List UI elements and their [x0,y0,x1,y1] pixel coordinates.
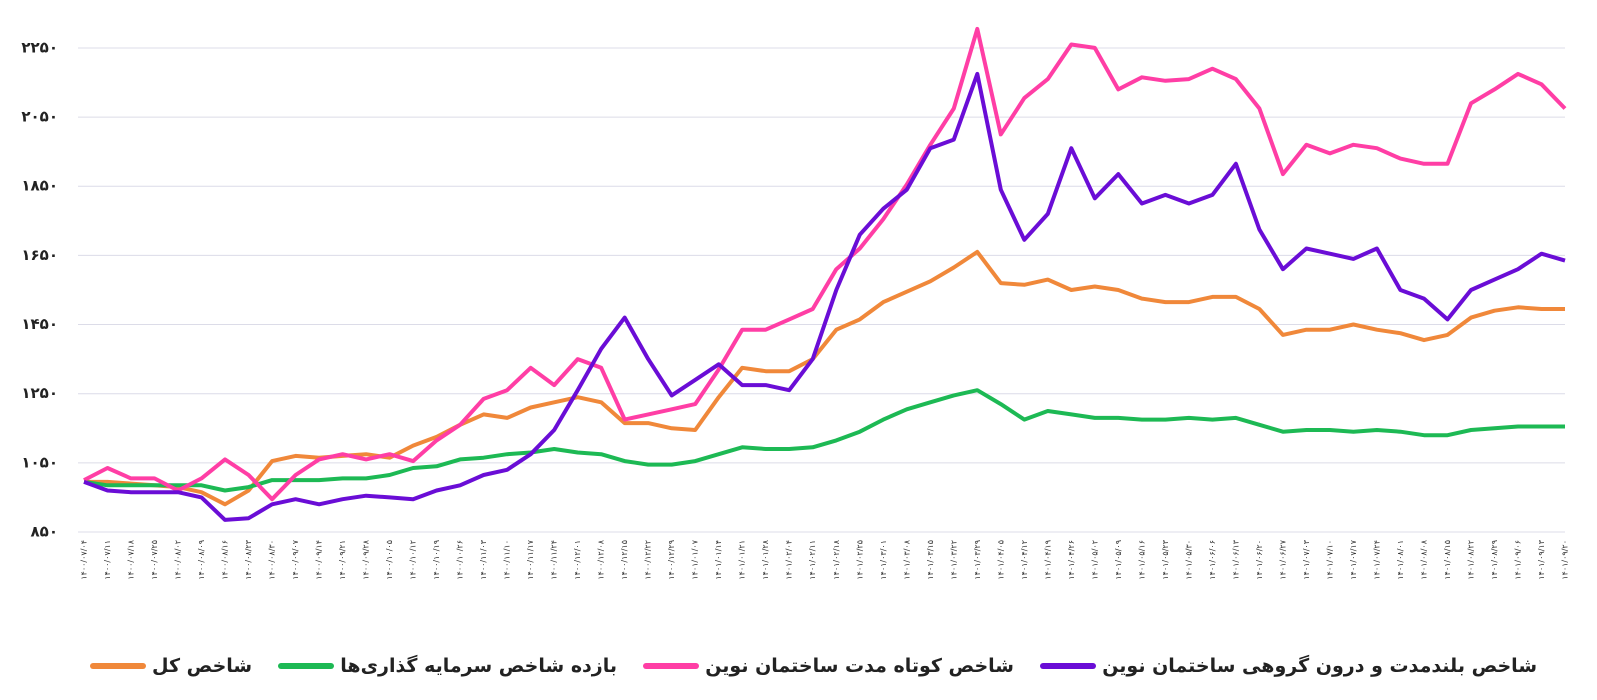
x-tick-label: ۱۴۰۱/۰۹/۰۶ [1513,540,1522,580]
x-tick-label: ۱۴۰۱/۰۹/۱۳ [1537,539,1546,579]
legend-label: شاخص بلندمدت و درون گروهی ساختمان نوین [1102,655,1537,677]
x-tick-label: ۱۴۰۰/۱۰/۲۶ [456,540,465,580]
x-tick-label: ۱۴۰۱/۰۷/۲۴ [1372,540,1381,580]
x-tick-label: ۱۴۰۰/۰۹/۲۱ [338,540,347,580]
x-tick-label: ۱۴۰۰/۱۱/۲۴ [550,540,559,580]
x-tick-label: ۱۴۰۰/۱۲/۱۵ [620,540,629,580]
x-tick-label: ۱۴۰۱/۰۴/۰۵ [996,540,1005,580]
x-tick-label: ۱۴۰۱/۰۷/۱۷ [1349,539,1358,579]
x-tick-label: ۱۴۰۱/۰۶/۲۷ [1278,539,1287,579]
x-tick-label: ۱۴۰۱/۰۵/۳۰ [1184,540,1193,580]
x-tick-label: ۱۴۰۰/۰۹/۱۴ [315,540,324,580]
x-tick-label: ۱۴۰۰/۱۱/۱۷ [526,539,535,579]
x-tick-label: ۱۴۰۱/۰۴/۲۶ [1067,540,1076,580]
legend-item: شاخص کوتاه مدت ساختمان نوین [643,655,1014,677]
x-tick-label: ۱۴۰۱/۰۱/۲۸ [761,539,770,579]
chart: ۸۵۰ ۱۰۵۰ ۱۲۵۰ ۱۴۵۰ ۱۶۵۰ ۱۸۵۰ ۲۰۵۰ ۲۲۵۰ ۱۴۰۰/۰۷/۰… [21,26,1570,580]
legend-swatch [90,663,147,669]
x-tick-label: ۱۴۰۱/۰۶/۱۳ [1231,539,1240,579]
x-tick-label: ۱۴۰۰/۱۰/۱۲ [409,540,418,580]
x-tick-label: ۱۴۰۱/۰۵/۲۳ [1161,539,1170,579]
x-tick-label: ۱۴۰۰/۱۰/۰۵ [385,540,394,580]
x-tick-label: ۱۴۰۰/۱۲/۰۱ [573,540,582,580]
x-tick-label: ۱۴۰۱/۰۷/۱۰ [1325,540,1334,580]
x-tick-label: ۱۴۰۱/۰۸/۱۵ [1443,540,1452,580]
x-tick-label: ۱۴۰۰/۰۷/۱۱ [103,540,112,580]
x-tick-label: ۱۴۰۱/۰۳/۰۸ [902,539,911,579]
x-tick-label: ۱۴۰۱/۰۸/۲۹ [1490,540,1499,580]
legend-item: بازده شاخص سرمایه گذاری‌ها [278,655,617,677]
legend-swatch [1040,663,1097,669]
x-tick-label: ۱۴۰۱/۰۲/۲۵ [855,540,864,580]
series-line [83,26,1567,502]
x-tick-label: ۱۴۰۱/۰۵/۰۹ [1114,540,1123,580]
x-tick-label: ۱۴۰۰/۰۸/۱۶ [221,540,230,580]
x-tick-label: ۱۴۰۱/۰۸/۲۲ [1466,540,1475,580]
legend-label: بازده شاخص سرمایه گذاری‌ها [340,655,617,677]
legend-item: شاخص کل [90,655,252,677]
x-tick-label: ۱۴۰۱/۰۲/۱۸ [832,539,841,579]
y-tick-label: ۱۲۵۰ [21,384,58,402]
x-tick-label: ۱۴۰۰/۰۷/۰۴ [80,540,89,580]
x-tick-label: ۱۴۰۰/۰۸/۰۹ [197,540,206,580]
legend-label: شاخص کوتاه مدت ساختمان نوین [705,655,1014,677]
x-tick-label: ۱۴۰۰/۱۱/۱۰ [503,540,512,580]
x-tick-label: ۱۴۰۱/۰۵/۱۶ [1137,540,1146,580]
y-tick-label: ۲۲۵۰ [21,38,58,56]
x-tick-label: ۱۴۰۰/۱۱/۰۳ [479,539,488,579]
x-tick-label: ۱۴۰۱/۰۷/۰۳ [1302,539,1311,579]
x-tick-label: ۱۴۰۱/۰۱/۱۴ [714,540,723,580]
series-line [83,71,1566,522]
x-tick-label: ۱۴۰۱/۰۹/۲۰ [1561,540,1570,580]
x-tick-label: ۱۴۰۱/۰۶/۲۰ [1255,540,1264,580]
legend-item: شاخص بلندمدت و درون گروهی ساختمان نوین [1040,655,1537,677]
x-tick-label: ۱۴۰۰/۰۸/۳۰ [268,540,277,580]
x-tick-label: ۱۴۰۱/۰۸/۰۸ [1419,539,1428,579]
x-tick-label: ۱۴۰۰/۱۲/۲۲ [644,540,653,580]
x-tick-label: ۱۴۰۱/۰۲/۰۴ [785,540,794,580]
series-line [83,388,1565,493]
x-tick-label: ۱۴۰۱/۰۳/۲۹ [973,540,982,580]
legend-swatch [278,663,335,669]
x-tick-label: ۱۴۰۰/۰۸/۲۳ [244,539,253,579]
y-tick-label: ۲۰۵۰ [21,108,58,126]
y-tick-label: ۱۶۵۰ [21,246,58,264]
x-tick-label: ۱۴۰۰/۱۲/۲۹ [667,540,676,580]
x-tick-label: ۱۴۰۱/۰۴/۱۹ [1043,540,1052,580]
legend: شاخص بلندمدت و درون گروهی ساختمان نوین شا… [90,655,1537,677]
x-tick-label: ۱۴۰۰/۰۸/۰۲ [174,540,183,580]
x-tick-label: ۱۴۰۱/۰۴/۱۲ [1020,540,1029,580]
y-tick-label: ۱۸۵۰ [21,177,58,195]
x-tick-label: ۱۴۰۱/۰۸/۰۱ [1396,540,1405,580]
y-tick-label: ۸۵۰ [31,523,58,541]
x-tick-label: ۱۴۰۰/۱۰/۱۹ [432,540,441,580]
x-tick-label: ۱۴۰۱/۰۳/۲۲ [949,540,958,580]
x-tick-label: ۱۴۰۱/۰۵/۰۲ [1090,540,1099,580]
x-tick-label: ۱۴۰۰/۱۲/۰۸ [597,539,606,579]
x-tick-label: ۱۴۰۱/۰۱/۲۱ [738,540,747,580]
x-tick-label: ۱۴۰۱/۰۶/۰۶ [1208,540,1217,580]
legend-label: شاخص کل [152,655,253,677]
x-tick-label: ۱۴۰۱/۰۲/۱۱ [808,540,817,580]
x-tick-label: ۱۴۰۱/۰۳/۰۱ [879,540,888,580]
x-tick-label: ۱۴۰۱/۰۳/۱۵ [926,540,935,580]
y-tick-label: ۱۰۵۰ [21,453,58,471]
y-tick-label: ۱۴۵۰ [21,315,58,333]
x-tick-label: ۱۴۰۰/۰۷/۲۵ [150,540,159,580]
x-tick-label: ۱۴۰۰/۰۹/۰۷ [291,539,300,579]
x-tick-label: ۱۴۰۰/۰۹/۲۸ [362,539,371,579]
x-tick-label: ۱۴۰۱/۰۱/۰۷ [691,539,700,579]
x-tick-label: ۱۴۰۰/۰۷/۱۸ [127,539,136,579]
legend-swatch [643,663,700,669]
